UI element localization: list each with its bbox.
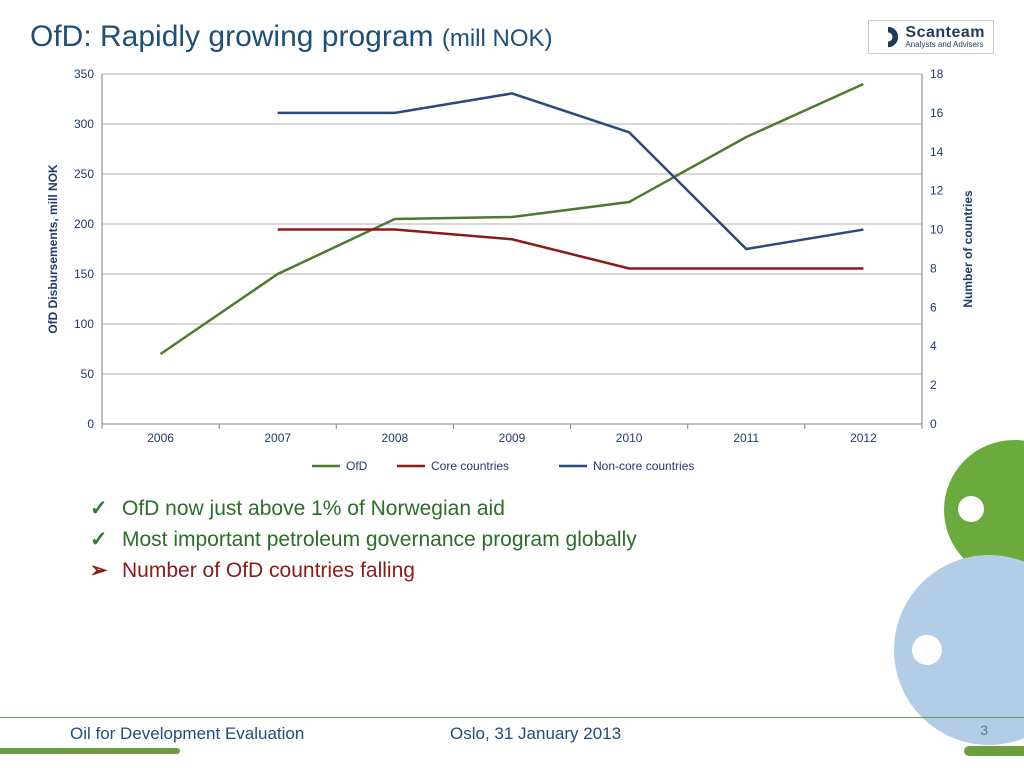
svg-text:50: 50: [81, 367, 95, 381]
svg-text:Core countries: Core countries: [431, 459, 509, 473]
bullet-item: OfD now just above 1% of Norwegian aid: [90, 496, 994, 521]
logo-name: Scanteam: [905, 25, 985, 41]
footer: Oil for Development Evaluation Oslo, 31 …: [0, 717, 1024, 744]
svg-text:0: 0: [930, 417, 937, 431]
slide-title: OfD: Rapidly growing program (mill NOK): [30, 20, 553, 54]
bullet-list: OfD now just above 1% of Norwegian aid Mo…: [90, 496, 994, 583]
svg-text:14: 14: [930, 145, 944, 159]
svg-text:150: 150: [74, 267, 94, 281]
line-chart: 0 50 100 150 200 250 300 350 0 2 4 6 8 10 12 14 16 18 2006…: [32, 64, 992, 484]
svg-text:0: 0: [87, 417, 94, 431]
svg-text:2012: 2012: [850, 431, 877, 445]
svg-text:2: 2: [930, 378, 937, 392]
logo-icon: [877, 26, 899, 48]
svg-text:2006: 2006: [147, 431, 174, 445]
svg-text:10: 10: [930, 223, 944, 237]
footer-left: Oil for Development Evaluation: [70, 724, 450, 744]
svg-text:2007: 2007: [264, 431, 291, 445]
scanteam-logo: Scanteam Analysts and Advisers: [868, 20, 994, 54]
logo-tagline: Analysts and Advisers: [905, 41, 985, 49]
bullet-item: Most important petroleum governance prog…: [90, 527, 994, 552]
svg-text:16: 16: [930, 106, 944, 120]
svg-text:2008: 2008: [382, 431, 409, 445]
title-main: OfD: Rapidly growing program: [30, 20, 434, 53]
svg-text:4: 4: [930, 339, 937, 353]
svg-text:Non-core countries: Non-core countries: [593, 459, 694, 473]
bullet-text: Most important petroleum governance prog…: [122, 528, 637, 552]
footer-mid: Oslo, 31 January 2013: [450, 724, 984, 744]
svg-text:8: 8: [930, 261, 937, 275]
svg-text:250: 250: [74, 167, 94, 181]
svg-text:Number of countries: Number of countries: [961, 190, 975, 308]
page-number: 3: [980, 722, 988, 738]
bullet-item: Number of OfD countries falling: [90, 558, 994, 583]
svg-text:OfD Disbursements, mill NOK: OfD Disbursements, mill NOK: [46, 164, 60, 334]
svg-text:6: 6: [930, 300, 937, 314]
svg-text:2011: 2011: [733, 431, 759, 445]
bullet-text: OfD now just above 1% of Norwegian aid: [122, 497, 505, 521]
svg-text:18: 18: [930, 67, 944, 81]
svg-text:12: 12: [930, 184, 944, 198]
svg-text:2009: 2009: [499, 431, 526, 445]
svg-text:100: 100: [74, 317, 94, 331]
bullet-text: Number of OfD countries falling: [122, 559, 415, 583]
svg-text:200: 200: [74, 217, 94, 231]
svg-text:350: 350: [74, 67, 94, 81]
svg-text:300: 300: [74, 117, 94, 131]
bottom-accent: [0, 748, 1024, 754]
svg-text:2010: 2010: [616, 431, 643, 445]
svg-text:OfD: OfD: [346, 459, 368, 473]
title-sub: (mill NOK): [442, 25, 553, 52]
